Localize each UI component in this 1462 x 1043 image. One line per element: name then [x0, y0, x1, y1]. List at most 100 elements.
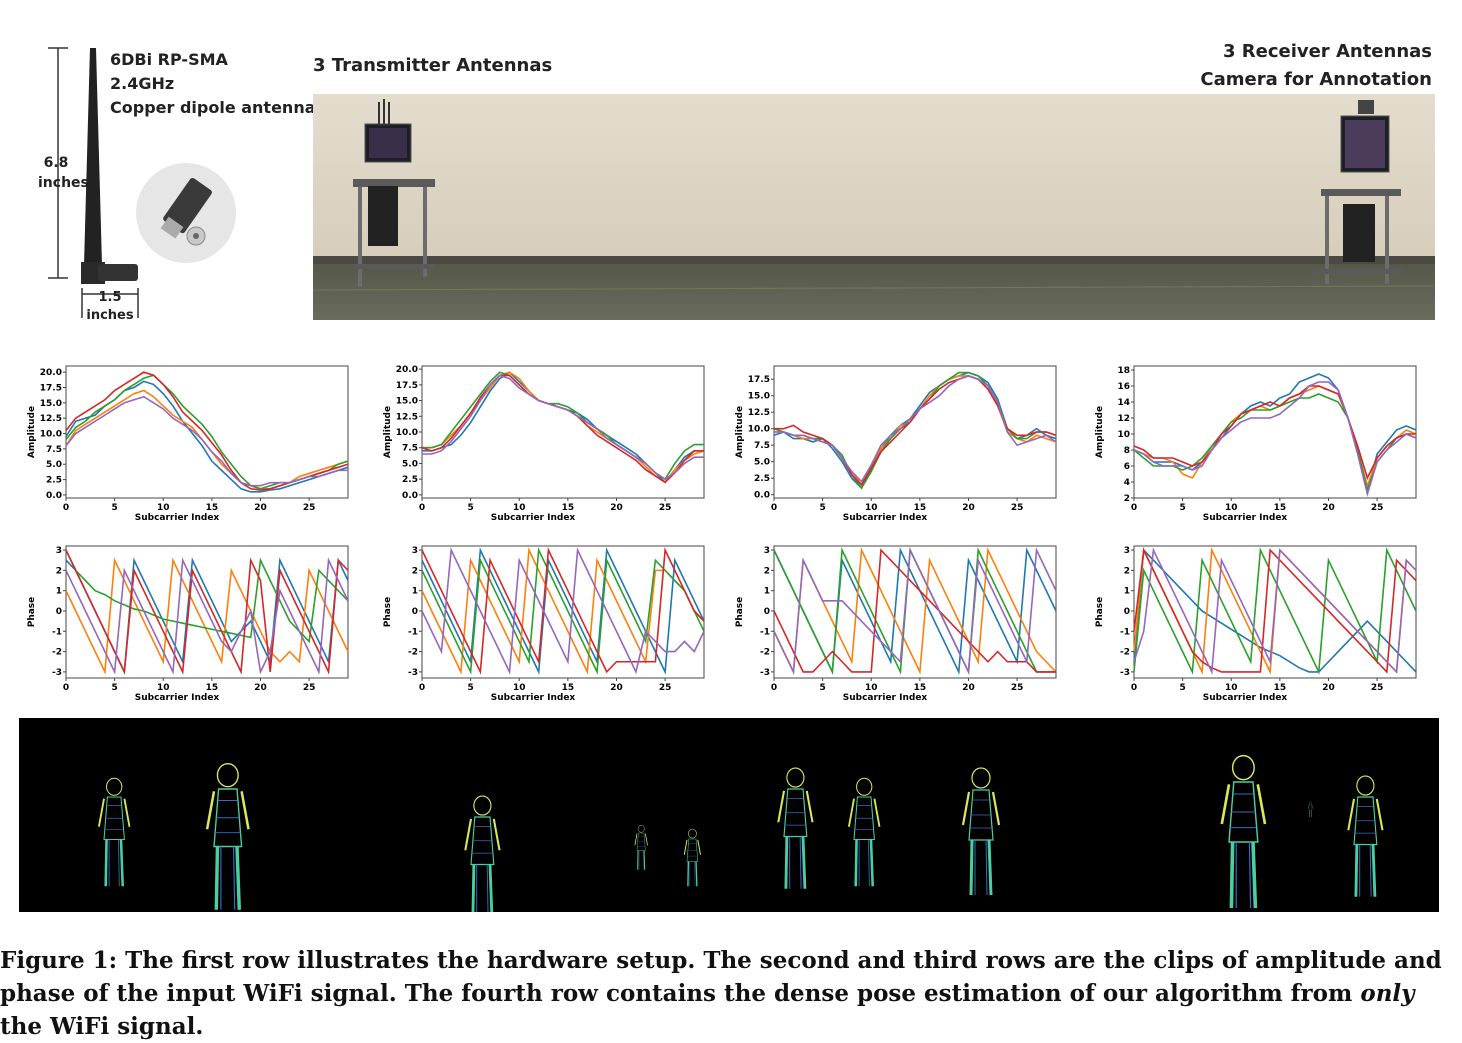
x-tick-label: 10 — [157, 683, 170, 693]
x-tick-label: 5 — [1179, 683, 1185, 693]
series-line — [65, 549, 349, 675]
x-tick-label: 10 — [513, 503, 526, 513]
x-tick-label: 20 — [610, 503, 623, 513]
x-tick-label: 25 — [1371, 683, 1384, 693]
y-tick-label: 1 — [1124, 587, 1130, 597]
phase-chart-2: 0 5 10 15 20 25 -3 -2 -1 0 1 2 3 Subcarrier Index Phas… — [376, 540, 716, 714]
dense-pose-figures — [97, 754, 1384, 917]
y-tick-label: 7.5 — [46, 445, 62, 455]
x-tick-label: 15 — [562, 503, 575, 513]
x-tick-label: 25 — [1011, 683, 1024, 693]
x-tick-label: 0 — [419, 683, 425, 693]
width-unit: inches — [86, 308, 134, 323]
x-tick-label: 15 — [206, 503, 219, 513]
y-tick-label: -3 — [408, 668, 418, 678]
y-tick-label: 5.0 — [754, 458, 770, 468]
pose-figure — [464, 795, 501, 917]
y-tick-label: 0 — [56, 607, 62, 617]
plot-frame — [421, 365, 705, 499]
series-line — [774, 375, 1057, 487]
y-tick-label: 8 — [1124, 446, 1130, 456]
x-axis-label: Subcarrier Index — [843, 693, 928, 703]
y-tick-label: 14 — [1117, 398, 1130, 408]
chart-svg: 0 5 10 15 20 25 0.0 2.5 5.0 7.5 10.0 12.5 15.0 17.5 Su… — [735, 365, 1057, 523]
y-tick-label: 10.0 — [748, 425, 770, 435]
x-axis-label: Subcarrier Index — [135, 693, 220, 703]
pose-figure — [847, 777, 881, 887]
x-axis-label: Subcarrier Index — [843, 513, 928, 523]
x-tick-label: 20 — [962, 683, 975, 693]
height-value: 6.8 — [43, 155, 69, 171]
y-tick-label: -1 — [408, 627, 418, 637]
caption-text: Figure 1: The first row illustrates the … — [0, 947, 1442, 1007]
x-tick-label: 5 — [819, 683, 825, 693]
series-line — [773, 548, 1056, 673]
y-tick-label: 20.0 — [40, 368, 62, 378]
plot-frame — [1133, 365, 1417, 499]
y-axis-label: Phase — [1095, 597, 1105, 628]
y-tick-label: 12.5 — [396, 412, 418, 422]
receiver-label-line: Camera for Annotation — [1200, 69, 1432, 90]
y-tick-label: 17.5 — [40, 383, 62, 393]
amplitude-chart-2: 0 5 10 15 20 25 0.0 2.5 5.0 7.5 10.0 12.5 15.0 17.5 20… — [376, 360, 716, 534]
series-line — [65, 557, 349, 675]
y-tick-label: 7.5 — [754, 441, 770, 451]
chart-svg: 0 5 10 15 20 25 0.0 2.5 5.0 7.5 10.0 12.5 15.0 17.5 20… — [27, 365, 349, 523]
x-tick-label: 10 — [157, 503, 170, 513]
antenna-spec-line: 2.4GHz — [110, 74, 175, 93]
y-tick-label: 0.0 — [754, 491, 770, 501]
chart-svg: 0 5 10 15 20 25 -3 -2 -1 0 1 2 3 Subcarrier Index Phas… — [1095, 545, 1417, 703]
plot-frame — [773, 545, 1057, 679]
y-tick-label: 6 — [1124, 462, 1130, 472]
y-tick-label: 2 — [412, 566, 418, 576]
x-tick-label: 0 — [419, 503, 425, 513]
x-tick-label: 15 — [206, 683, 219, 693]
height-unit: inches — [38, 175, 89, 191]
dense-pose-panel — [19, 718, 1439, 917]
caption-emphasis: only — [1360, 980, 1415, 1007]
x-tick-label: 20 — [1322, 683, 1335, 693]
room-photo — [312, 94, 1436, 320]
x-tick-label: 0 — [1131, 503, 1137, 513]
x-tick-label: 10 — [1225, 683, 1238, 693]
y-tick-label: 17.5 — [396, 381, 418, 391]
y-axis-label: Amplitude — [27, 406, 37, 458]
pose-figure — [777, 767, 814, 889]
y-tick-label: 20.0 — [396, 365, 418, 375]
x-tick-label: 25 — [303, 503, 316, 513]
y-tick-label: 0 — [764, 607, 770, 617]
pose-figure — [634, 825, 648, 870]
width-value: 1.5 — [98, 290, 122, 305]
transmitter-label: 3 Transmitter Antennas — [313, 55, 553, 76]
x-tick-label: 20 — [254, 503, 267, 513]
series-line — [421, 547, 705, 675]
y-tick-label: 10.0 — [40, 430, 62, 440]
x-axis-label: Subcarrier Index — [135, 513, 220, 523]
room-photo-drawing — [312, 94, 1436, 320]
series-line — [65, 395, 348, 487]
y-axis-label: Amplitude — [735, 406, 745, 458]
y-tick-label: 3 — [412, 546, 418, 556]
antenna-drawing — [48, 47, 236, 318]
height-dimension-label: 6.8 inches — [38, 153, 89, 193]
figure-caption: Figure 1: The first row illustrates the … — [0, 944, 1462, 1043]
x-tick-label: 5 — [111, 503, 117, 513]
y-axis-label: Amplitude — [1095, 406, 1105, 458]
series-line — [1133, 548, 1417, 673]
x-tick-label: 10 — [865, 683, 878, 693]
x-axis-label: Subcarrier Index — [1203, 693, 1288, 703]
series-line — [421, 547, 705, 675]
x-tick-label: 25 — [1371, 503, 1384, 513]
x-tick-label: 20 — [254, 683, 267, 693]
x-tick-label: 0 — [1131, 683, 1137, 693]
x-tick-label: 5 — [819, 503, 825, 513]
y-tick-label: 0 — [412, 607, 418, 617]
y-tick-label: -1 — [1120, 627, 1130, 637]
y-tick-label: 3 — [1124, 546, 1130, 556]
x-axis-label: Subcarrier Index — [491, 513, 576, 523]
x-tick-label: 25 — [659, 503, 672, 513]
pose-figure — [1347, 775, 1384, 897]
plot-frame — [773, 365, 1057, 499]
phase-chart-3: 0 5 10 15 20 25 -3 -2 -1 0 1 2 3 Subcarrier Index Phas… — [728, 540, 1068, 714]
pose-figure — [683, 828, 701, 887]
